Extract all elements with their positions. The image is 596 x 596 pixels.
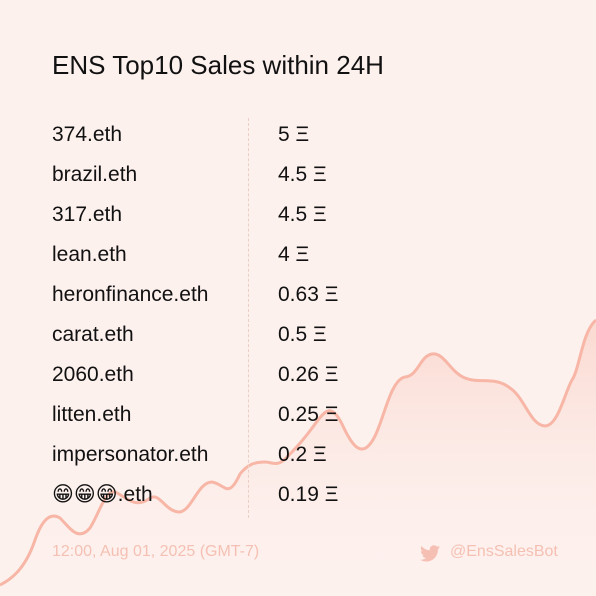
sales-row: 374.eth 5 Ξ (52, 115, 372, 155)
domain-name: heronfinance.eth (52, 283, 209, 306)
sale-price: 4.5 Ξ (278, 163, 327, 186)
sale-price: 0.25 Ξ (278, 403, 339, 426)
domain-name: 😁😁😁.eth (52, 483, 153, 506)
sales-row: impersonator.eth 0.2 Ξ (52, 435, 372, 475)
sales-row: lean.eth 4 Ξ (52, 235, 372, 275)
sale-price: 0.5 Ξ (278, 323, 327, 346)
curve-area (0, 320, 596, 596)
domain-name: impersonator.eth (52, 443, 209, 466)
sale-price: 4 Ξ (278, 243, 310, 266)
sales-row: heronfinance.eth 0.63 Ξ (52, 275, 372, 315)
sale-price: 0.19 Ξ (278, 483, 339, 506)
sale-price: 0.63 Ξ (278, 283, 339, 306)
sales-row: 317.eth 4.5 Ξ (52, 195, 372, 235)
sale-price: 5 Ξ (278, 123, 310, 146)
domain-name: 317.eth (52, 203, 123, 226)
sales-row: litten.eth 0.25 Ξ (52, 395, 372, 435)
sale-price: 0.2 Ξ (278, 443, 327, 466)
domain-name: 2060.eth (52, 363, 134, 386)
curve-line (0, 318, 596, 587)
handle: @EnsSalesBot (450, 543, 558, 560)
sales-list: 374.eth 5 Ξ brazil.eth 4.5 Ξ 317.eth 4.5 Ξ lea… (52, 115, 372, 515)
timestamp: 12:00, Aug 01, 2025 (GMT-7) (52, 543, 260, 560)
sale-price: 4.5 Ξ (278, 203, 327, 226)
domain-name: carat.eth (52, 323, 134, 346)
domain-name: litten.eth (52, 403, 132, 426)
sales-row: 😁😁😁.eth 0.19 Ξ (52, 475, 372, 515)
divider (248, 118, 249, 518)
sales-row: 2060.eth 0.26 Ξ (52, 355, 372, 395)
sale-price: 0.26 Ξ (278, 363, 339, 386)
domain-name: 374.eth (52, 123, 123, 146)
twitter-icon (420, 545, 440, 562)
domain-name: lean.eth (52, 243, 127, 266)
domain-name: brazil.eth (52, 163, 138, 186)
sales-row: carat.eth 0.5 Ξ (52, 315, 372, 355)
sales-row: brazil.eth 4.5 Ξ (52, 155, 372, 195)
title: ENS Top10 Sales within 24H (52, 50, 384, 80)
